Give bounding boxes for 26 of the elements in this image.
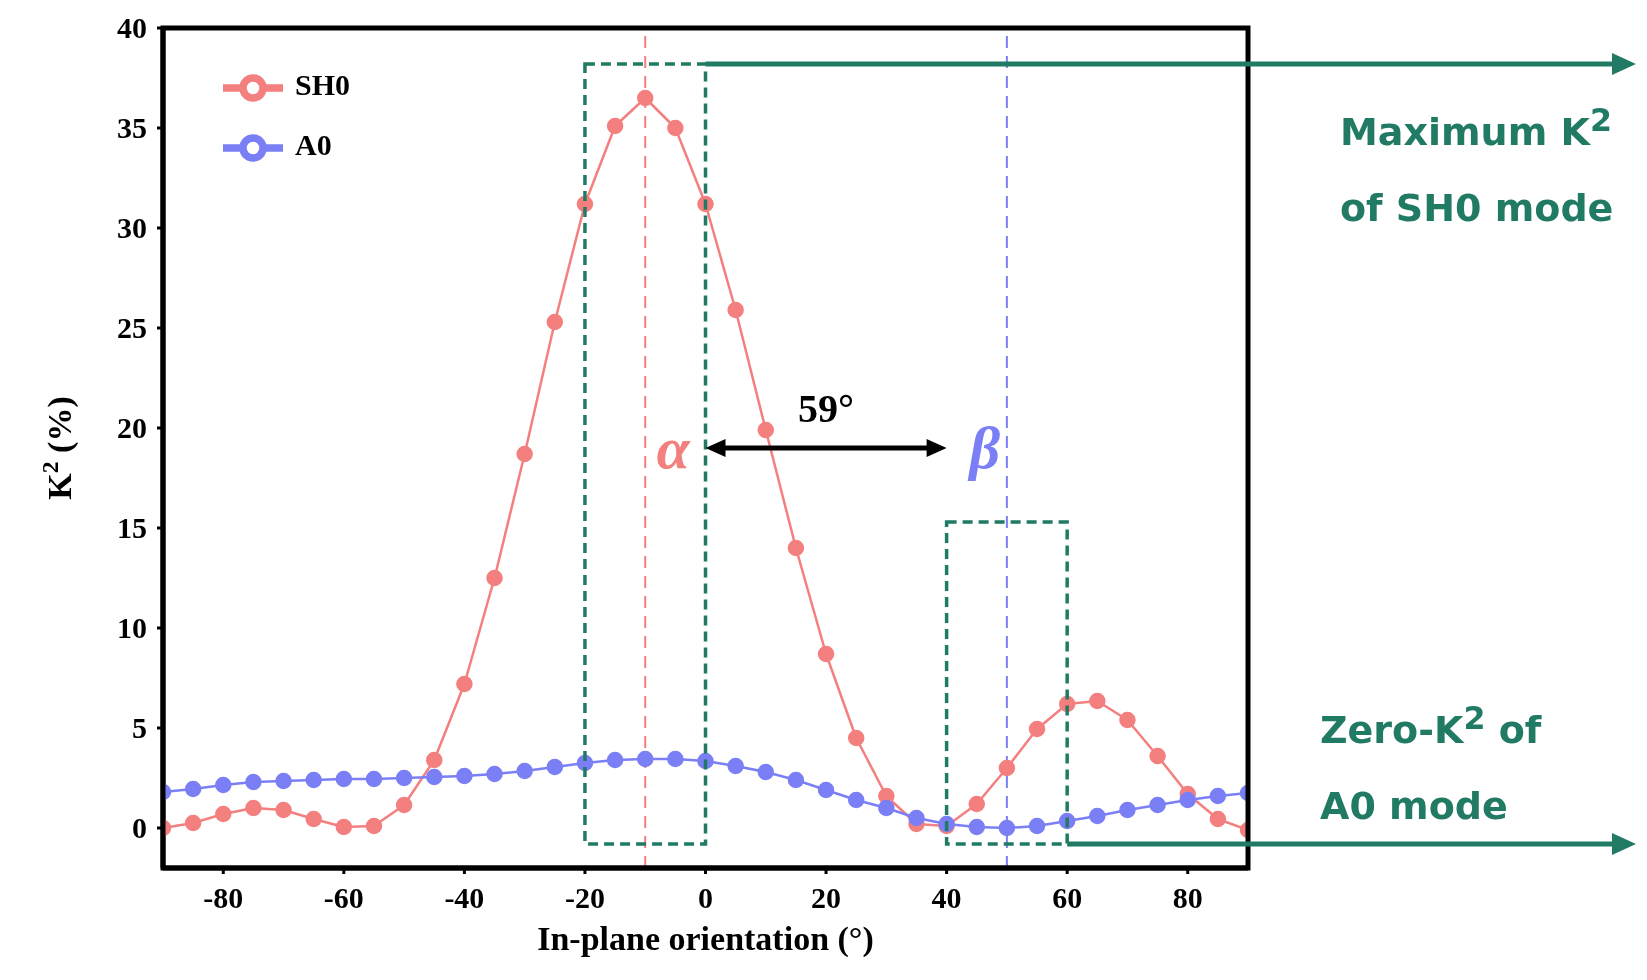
y-tick-label: 0 [132, 811, 147, 844]
y-tick-label: 15 [117, 511, 147, 544]
annotation: α [656, 415, 691, 481]
x-tick-label: 20 [811, 881, 842, 914]
x-tick-label: -40 [444, 881, 485, 914]
x-tick-label: 60 [1052, 881, 1083, 914]
text: Zero-K$^{2}$ of A0 mode [1320, 699, 1543, 830]
legend-label: SH0 [295, 67, 351, 101]
annotation: 59° [798, 386, 855, 431]
x-tick-label: 0 [698, 881, 713, 914]
y-tick-label: 10 [117, 611, 147, 644]
y-tick-label: 35 [117, 111, 147, 144]
legend-label: A0 [295, 127, 332, 161]
x-tick-label: 80 [1172, 881, 1203, 914]
x-axis-title: In-plane orientation (°) [537, 920, 874, 958]
annotation: β [967, 415, 1001, 481]
y-tick-label: 40 [117, 11, 147, 44]
y-tick-label: 30 [117, 211, 147, 244]
y-tick-label: 25 [117, 311, 147, 344]
text: Maximum K$^{2}$ of SH0 mode [1340, 102, 1614, 230]
x-tick-label: -80 [203, 881, 244, 914]
x-tick-label: -60 [323, 881, 364, 914]
y-tick-label: 20 [117, 411, 147, 444]
x-tick-label: -20 [564, 881, 605, 914]
y-tick-label: 5 [132, 711, 147, 744]
x-tick-label: 40 [931, 881, 962, 914]
